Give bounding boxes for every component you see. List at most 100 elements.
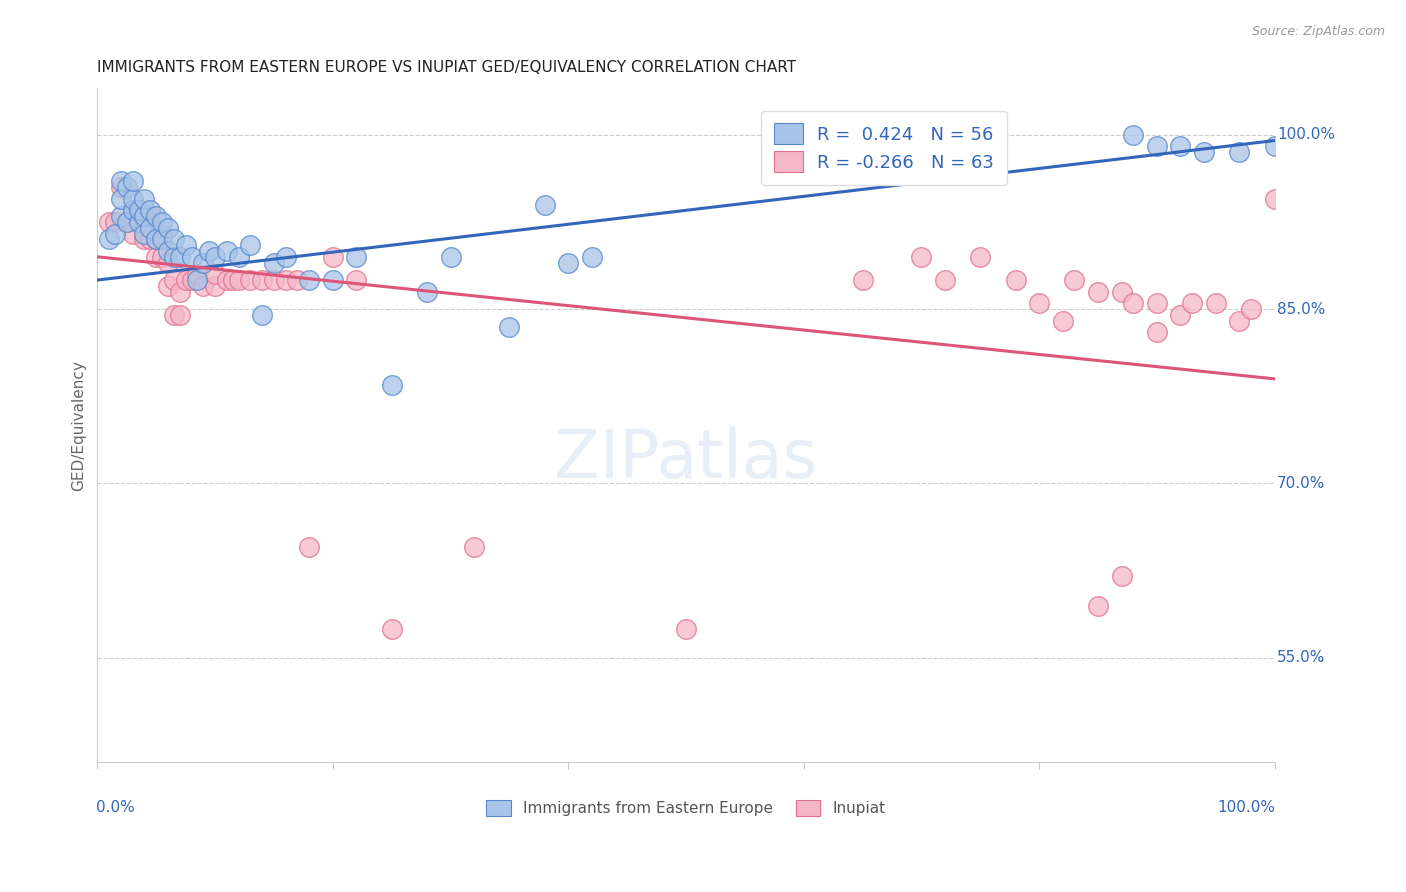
- Point: [851, 128, 873, 142]
- Point: [134, 192, 156, 206]
- Point: [1264, 139, 1286, 153]
- Point: [439, 250, 461, 264]
- Point: [263, 255, 285, 269]
- Point: [875, 162, 897, 177]
- Point: [1063, 273, 1085, 287]
- Point: [416, 285, 439, 299]
- Point: [1227, 314, 1250, 328]
- Point: [180, 273, 202, 287]
- Point: [1181, 296, 1204, 310]
- Point: [1122, 296, 1144, 310]
- Point: [150, 250, 173, 264]
- Point: [139, 209, 162, 223]
- Point: [128, 215, 150, 229]
- Point: [110, 192, 132, 206]
- Point: [851, 273, 873, 287]
- Point: [344, 250, 367, 264]
- Point: [1122, 128, 1144, 142]
- Point: [121, 203, 143, 218]
- Point: [1240, 302, 1263, 317]
- Point: [139, 220, 162, 235]
- Point: [533, 197, 555, 211]
- Point: [110, 174, 132, 188]
- Point: [128, 203, 150, 218]
- Point: [104, 227, 127, 241]
- Point: [322, 250, 344, 264]
- Point: [1004, 273, 1026, 287]
- Point: [204, 278, 226, 293]
- Point: [115, 215, 138, 229]
- Point: [1146, 326, 1168, 340]
- Point: [121, 192, 143, 206]
- Point: [250, 273, 273, 287]
- Point: [215, 273, 238, 287]
- Point: [193, 278, 215, 293]
- Point: [156, 255, 179, 269]
- Point: [1264, 192, 1286, 206]
- Legend: Immigrants from Eastern Europe, Inupiat: Immigrants from Eastern Europe, Inupiat: [481, 794, 891, 822]
- Point: [163, 273, 186, 287]
- Text: 70.0%: 70.0%: [1277, 476, 1326, 491]
- Point: [110, 180, 132, 194]
- Point: [139, 232, 162, 246]
- Point: [134, 232, 156, 246]
- Point: [186, 267, 208, 281]
- Point: [150, 227, 173, 241]
- Y-axis label: GED/Equivalency: GED/Equivalency: [72, 359, 86, 491]
- Point: [98, 215, 121, 229]
- Point: [581, 250, 603, 264]
- Point: [128, 215, 150, 229]
- Point: [250, 308, 273, 322]
- Point: [156, 244, 179, 258]
- Point: [322, 273, 344, 287]
- Point: [163, 232, 186, 246]
- Point: [498, 319, 520, 334]
- Point: [186, 273, 208, 287]
- Point: [1227, 145, 1250, 160]
- Point: [381, 377, 404, 392]
- Point: [174, 273, 197, 287]
- Text: 100.0%: 100.0%: [1277, 128, 1334, 142]
- Point: [121, 227, 143, 241]
- Point: [228, 250, 250, 264]
- Text: 55.0%: 55.0%: [1277, 650, 1326, 665]
- Point: [156, 278, 179, 293]
- Point: [287, 273, 309, 287]
- Point: [1146, 139, 1168, 153]
- Point: [98, 232, 121, 246]
- Point: [180, 250, 202, 264]
- Point: [228, 273, 250, 287]
- Text: Source: ZipAtlas.com: Source: ZipAtlas.com: [1251, 25, 1385, 38]
- Point: [344, 273, 367, 287]
- Point: [150, 232, 173, 246]
- Point: [274, 250, 297, 264]
- Point: [1087, 285, 1109, 299]
- Point: [239, 238, 262, 252]
- Point: [145, 232, 167, 246]
- Point: [115, 215, 138, 229]
- Point: [163, 250, 186, 264]
- Point: [215, 244, 238, 258]
- Point: [263, 273, 285, 287]
- Point: [145, 232, 167, 246]
- Point: [121, 174, 143, 188]
- Point: [204, 250, 226, 264]
- Point: [163, 308, 186, 322]
- Point: [193, 255, 215, 269]
- Point: [134, 209, 156, 223]
- Point: [557, 255, 579, 269]
- Text: IMMIGRANTS FROM EASTERN EUROPE VS INUPIAT GED/EQUIVALENCY CORRELATION CHART: IMMIGRANTS FROM EASTERN EUROPE VS INUPIA…: [97, 60, 796, 75]
- Point: [134, 227, 156, 241]
- Point: [134, 215, 156, 229]
- Point: [128, 203, 150, 218]
- Text: 0.0%: 0.0%: [96, 799, 135, 814]
- Point: [1192, 145, 1215, 160]
- Point: [150, 215, 173, 229]
- Point: [169, 285, 191, 299]
- Point: [169, 250, 191, 264]
- Point: [934, 273, 956, 287]
- Point: [1111, 569, 1133, 583]
- Point: [298, 273, 321, 287]
- Point: [115, 180, 138, 194]
- Point: [274, 273, 297, 287]
